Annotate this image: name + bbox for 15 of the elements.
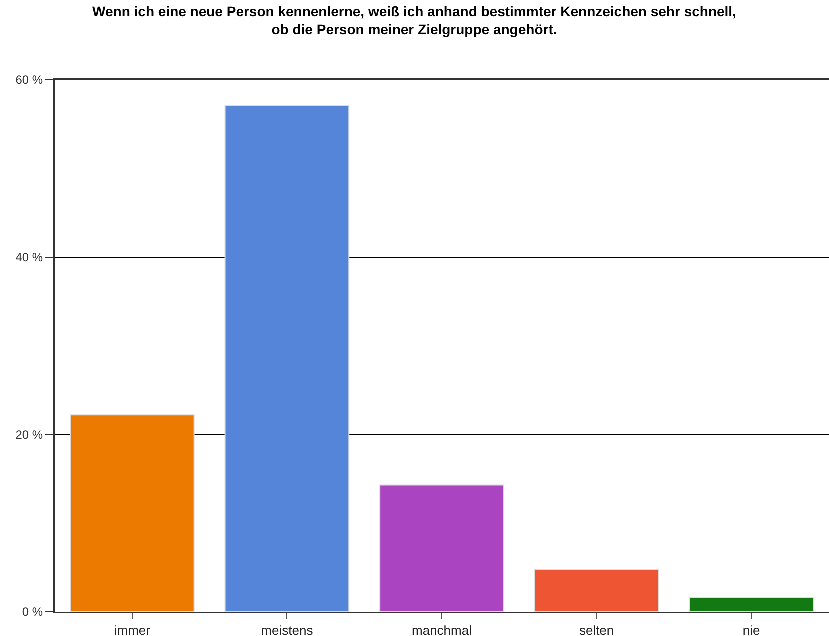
bar — [380, 484, 504, 612]
bar — [689, 597, 814, 612]
x-tick-label: manchmal — [412, 623, 472, 636]
y-tick-label: 60 % — [16, 73, 44, 88]
bar — [70, 414, 195, 612]
x-tick-label: meistens — [261, 623, 314, 636]
chart-title: Wenn ich eine neue Person kennenlerne, weiß ich anhand bestimmter Kennzeichen sehr schnell, ob die Person meiner Zielgruppe angehört. — [92, 4, 736, 38]
x-tick-label: selten — [579, 623, 614, 636]
y-tick-label: 0 % — [22, 605, 44, 620]
x-tick-label: immer — [114, 623, 152, 636]
y-tick-label: 20 % — [16, 428, 44, 442]
x-tick-label: nie — [742, 623, 760, 636]
bar — [224, 105, 350, 612]
y-tick-label: 40 % — [16, 250, 44, 265]
bar — [534, 568, 660, 612]
